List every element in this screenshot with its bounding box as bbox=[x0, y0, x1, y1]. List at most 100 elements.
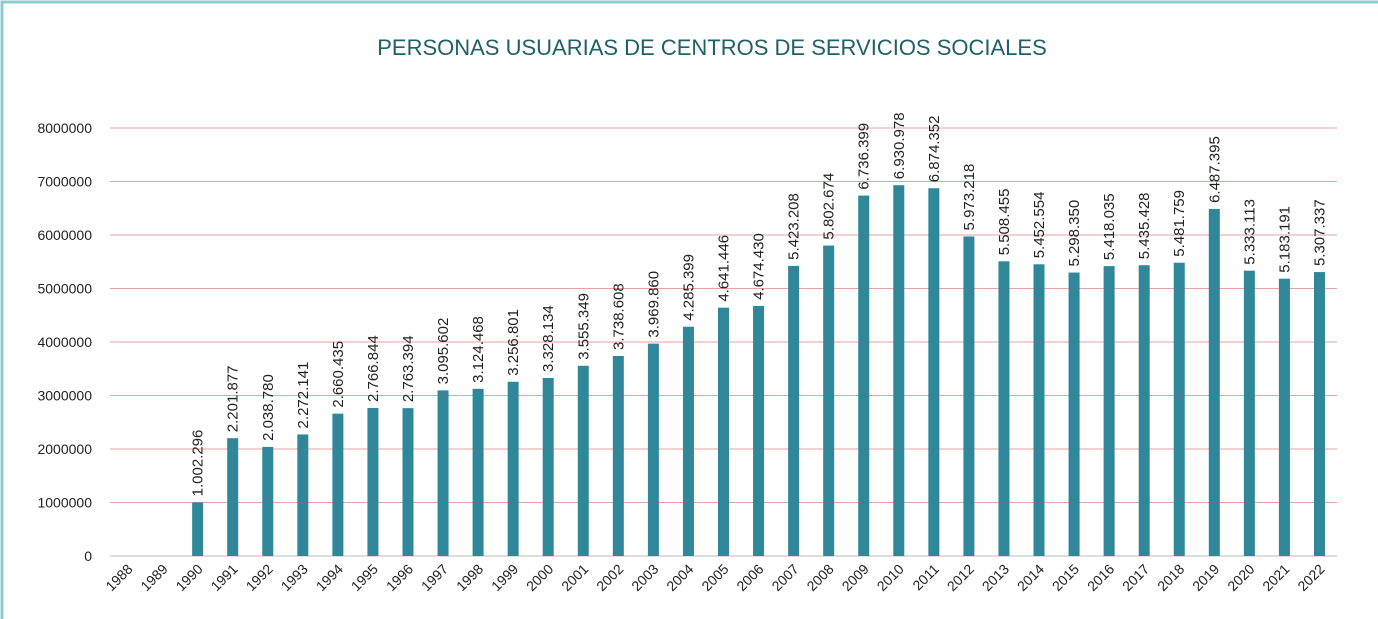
bar bbox=[1278, 278, 1290, 556]
value-label: 2.660.435 bbox=[330, 341, 347, 408]
y-tick-label: 1000000 bbox=[37, 495, 92, 511]
x-tick-label: 1996 bbox=[383, 561, 416, 594]
x-tick-label: 1991 bbox=[207, 561, 240, 594]
bar bbox=[1208, 208, 1220, 556]
bar bbox=[647, 343, 659, 556]
x-tick-label: 2016 bbox=[1084, 561, 1117, 594]
bar bbox=[192, 502, 204, 556]
x-tick-label: 2013 bbox=[979, 561, 1012, 594]
bar bbox=[1173, 262, 1185, 556]
bar bbox=[1033, 264, 1045, 556]
x-tick-label: 2001 bbox=[558, 561, 591, 594]
x-tick-label: 2022 bbox=[1294, 561, 1327, 594]
x-tick-label: 1998 bbox=[453, 561, 486, 594]
value-label: 3.095.602 bbox=[435, 318, 452, 385]
bar bbox=[297, 434, 309, 556]
x-tick-label: 2007 bbox=[768, 561, 801, 594]
x-tick-label: 2019 bbox=[1189, 561, 1222, 594]
value-label: 6.930.978 bbox=[891, 112, 908, 179]
x-tick-label: 2010 bbox=[874, 561, 907, 594]
y-tick-label: 4000000 bbox=[37, 334, 92, 350]
x-tick-label: 1993 bbox=[278, 561, 311, 594]
bar bbox=[227, 438, 239, 556]
y-tick-label: 6000000 bbox=[37, 227, 92, 243]
value-label: 5.298.350 bbox=[1066, 200, 1083, 267]
x-tick-label: 2014 bbox=[1014, 561, 1047, 594]
y-tick-label: 8000000 bbox=[37, 120, 92, 136]
x-tick-label: 2011 bbox=[909, 561, 942, 594]
bar bbox=[367, 407, 379, 556]
bar bbox=[858, 195, 870, 556]
value-label: 2.766.844 bbox=[365, 335, 382, 402]
y-tick-label: 7000000 bbox=[37, 174, 92, 190]
value-label: 5.183.191 bbox=[1276, 206, 1293, 273]
bar bbox=[928, 188, 940, 556]
bar bbox=[893, 185, 905, 556]
x-tick-label: 2005 bbox=[698, 561, 731, 594]
bar bbox=[332, 413, 344, 556]
value-label: 6.487.395 bbox=[1206, 136, 1223, 203]
value-label: 5.423.208 bbox=[786, 193, 803, 260]
x-tick-label: 2020 bbox=[1224, 561, 1257, 594]
y-tick-label: 0 bbox=[84, 548, 92, 564]
x-tick-label: 1999 bbox=[488, 561, 521, 594]
value-label: 5.452.554 bbox=[1031, 192, 1048, 259]
x-tick-label: 1994 bbox=[313, 561, 346, 594]
bar bbox=[963, 236, 975, 556]
x-tick-label: 2000 bbox=[523, 561, 556, 594]
x-tick-label: 2004 bbox=[663, 561, 696, 594]
bar bbox=[753, 305, 765, 556]
y-tick-label: 5000000 bbox=[37, 281, 92, 297]
x-tick-label: 1988 bbox=[102, 561, 135, 594]
value-label: 4.674.430 bbox=[751, 233, 768, 300]
bar bbox=[1243, 270, 1255, 556]
value-label: 5.481.759 bbox=[1171, 190, 1188, 257]
value-label: 3.738.608 bbox=[610, 283, 627, 350]
value-label: 2.272.141 bbox=[295, 362, 312, 429]
bar bbox=[718, 307, 729, 556]
bar bbox=[577, 365, 589, 556]
y-tick-label: 2000000 bbox=[37, 441, 92, 457]
bar bbox=[1068, 272, 1080, 556]
value-label: 5.508.455 bbox=[996, 189, 1013, 256]
x-tick-label: 2015 bbox=[1049, 561, 1082, 594]
chart-title: PERSONAS USUARIAS DE CENTROS DE SERVICIO… bbox=[377, 35, 1047, 60]
value-label: 3.555.349 bbox=[575, 293, 592, 360]
x-tick-label: 2002 bbox=[593, 561, 626, 594]
bar bbox=[1103, 266, 1115, 556]
value-label: 4.641.446 bbox=[716, 235, 733, 302]
x-tick-label: 2009 bbox=[839, 561, 872, 594]
x-tick-label: 2008 bbox=[803, 561, 836, 594]
bar bbox=[402, 408, 414, 556]
y-tick-label: 3000000 bbox=[37, 388, 92, 404]
value-label: 5.973.218 bbox=[961, 164, 978, 231]
x-tick-label: 2003 bbox=[628, 561, 661, 594]
bar bbox=[823, 245, 835, 556]
value-label: 2.763.394 bbox=[400, 335, 417, 402]
value-label: 2.201.877 bbox=[225, 365, 242, 432]
bar bbox=[472, 388, 484, 556]
value-label: 4.285.399 bbox=[680, 254, 697, 321]
bar bbox=[788, 265, 800, 556]
bar bbox=[682, 326, 694, 556]
value-label: 6.736.399 bbox=[856, 123, 873, 190]
value-label: 1.002.296 bbox=[190, 430, 207, 497]
x-tick-label: 2012 bbox=[944, 561, 977, 594]
bar bbox=[262, 446, 274, 556]
value-label: 3.969.860 bbox=[645, 271, 662, 338]
bar bbox=[1313, 272, 1325, 556]
value-label: 3.328.134 bbox=[540, 305, 557, 372]
value-label: 5.418.035 bbox=[1101, 193, 1118, 260]
bar bbox=[437, 390, 449, 556]
x-tick-label: 1989 bbox=[137, 561, 170, 594]
x-tick-label: 1995 bbox=[348, 561, 381, 594]
bar bbox=[612, 355, 624, 556]
value-label: 5.802.674 bbox=[821, 173, 838, 240]
value-label: 3.256.801 bbox=[505, 309, 522, 376]
bar bbox=[507, 381, 519, 556]
value-label: 5.333.113 bbox=[1241, 199, 1258, 265]
x-tick-label: 1990 bbox=[172, 561, 205, 594]
x-tick-label: 2018 bbox=[1154, 561, 1187, 594]
bar bbox=[1138, 265, 1150, 556]
